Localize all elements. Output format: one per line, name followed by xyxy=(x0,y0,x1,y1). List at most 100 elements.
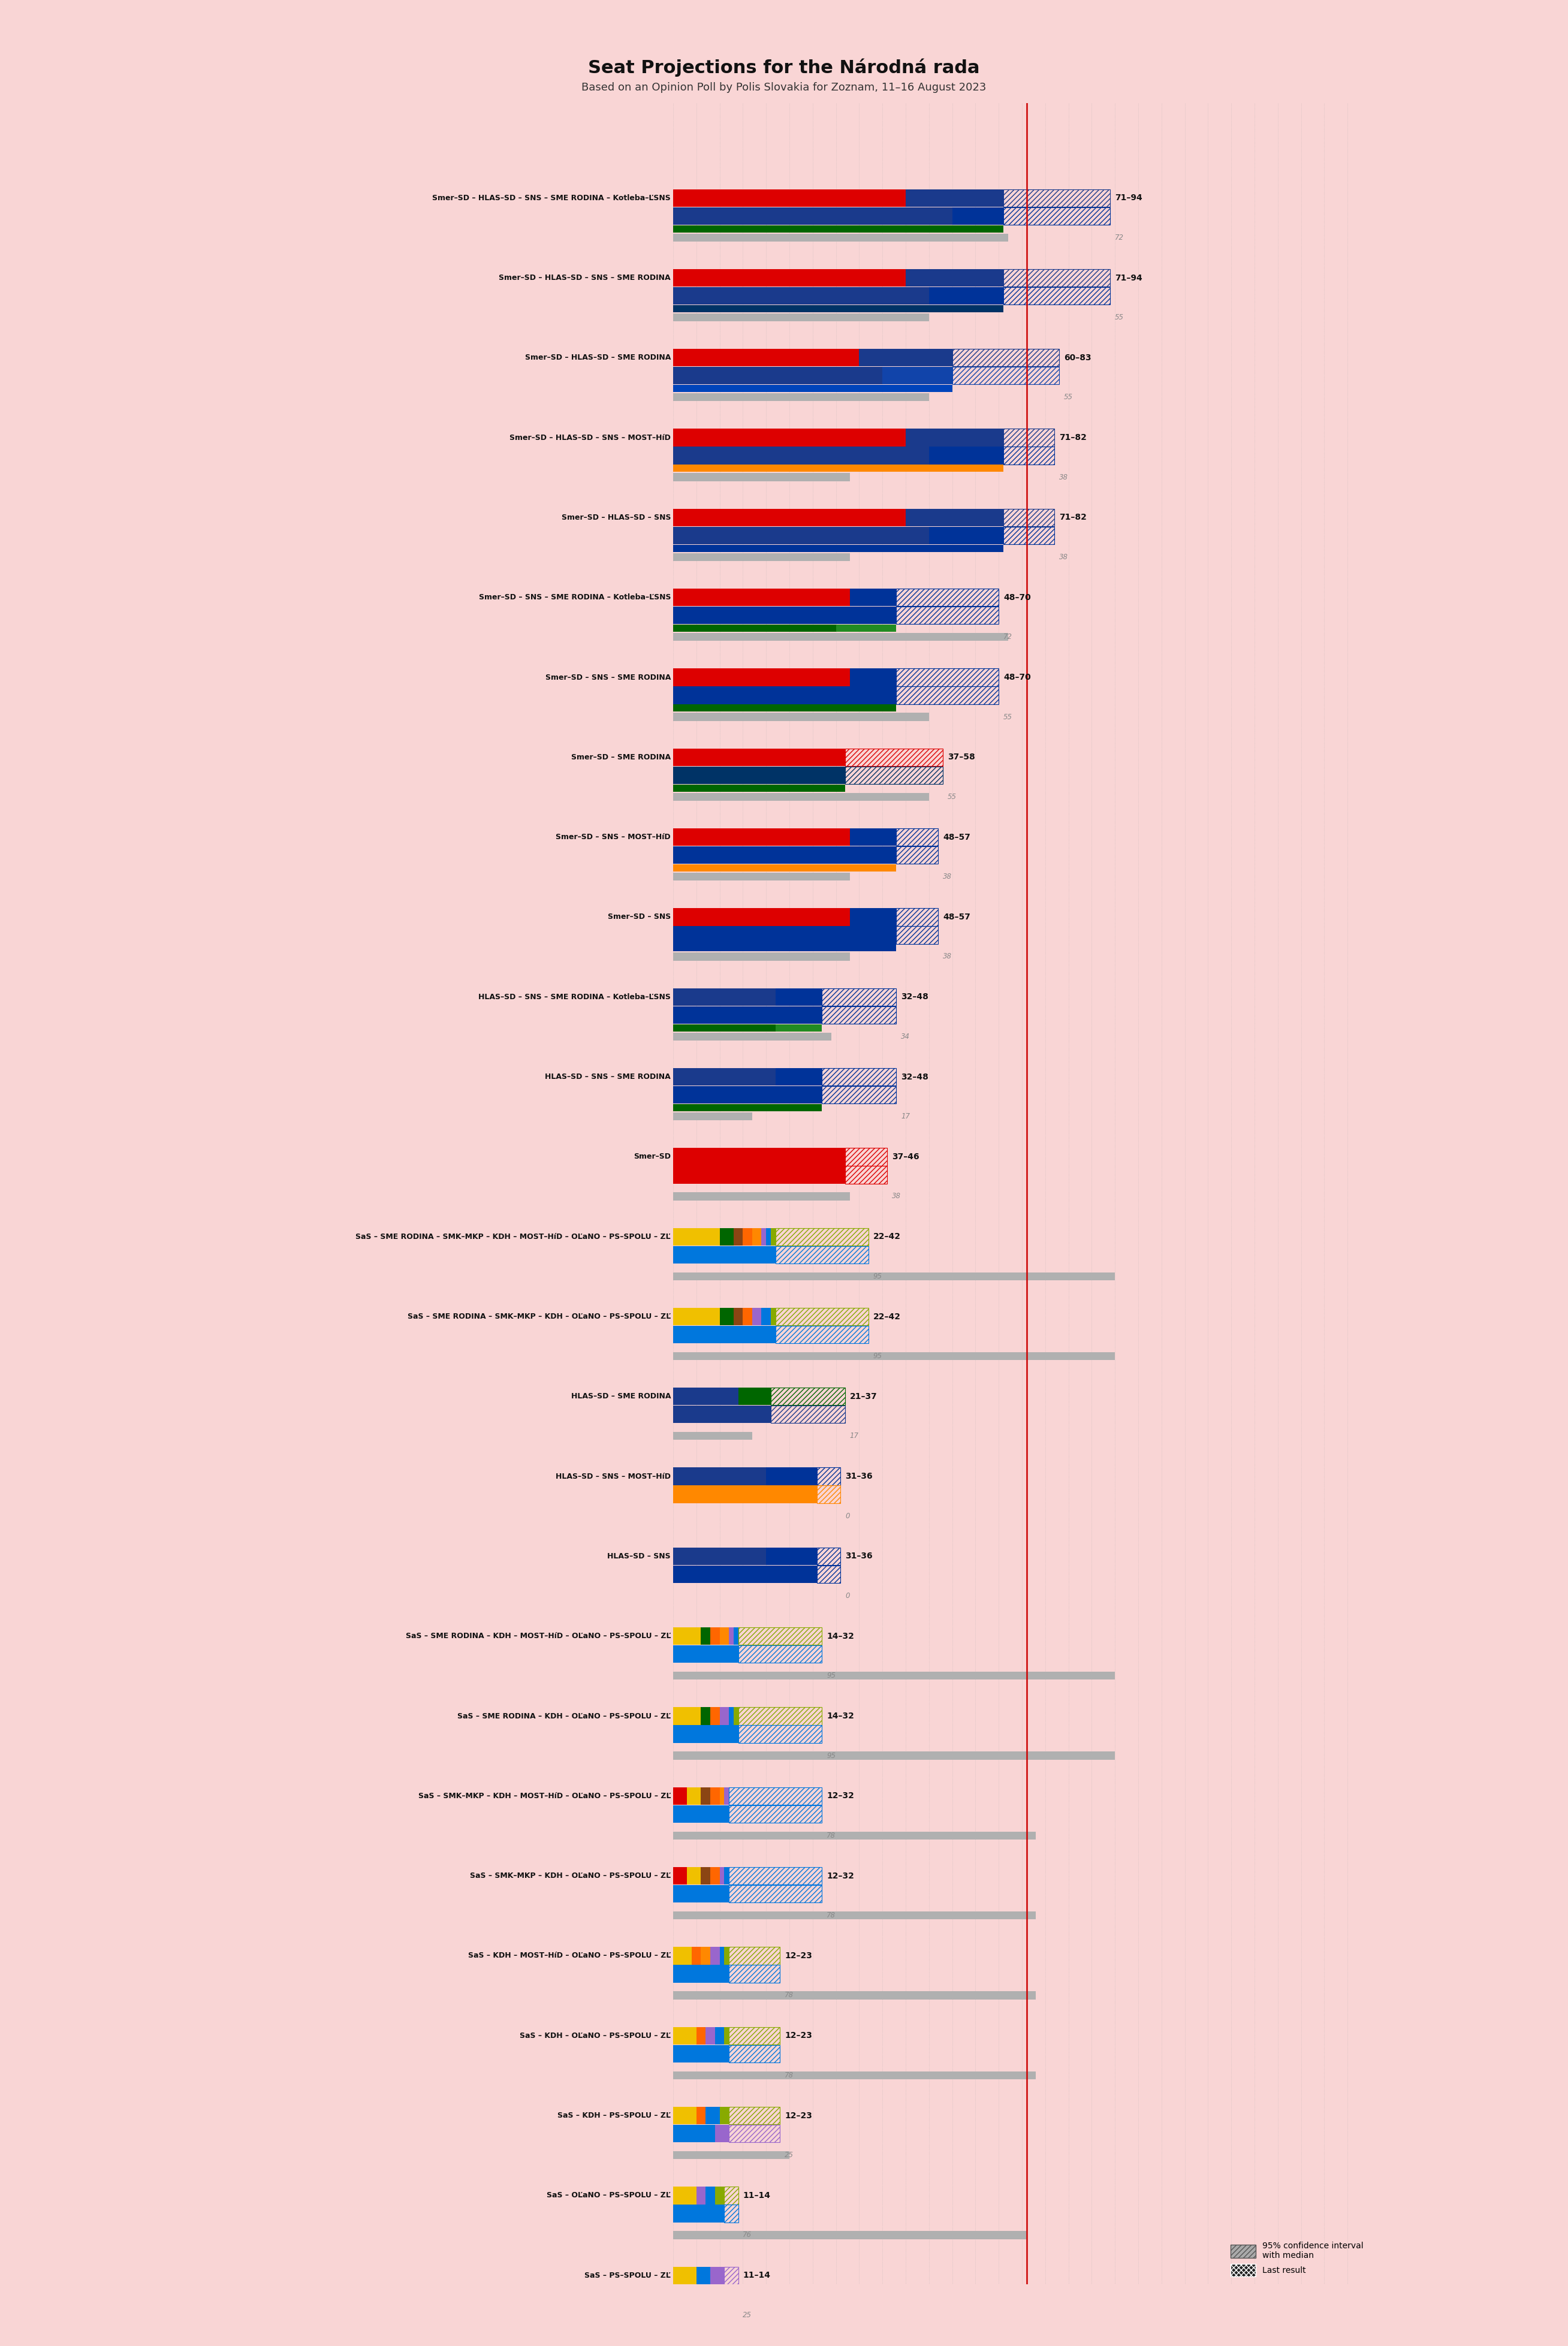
Bar xyxy=(1004,286,1110,305)
Bar xyxy=(673,1867,687,1884)
Text: 21–37: 21–37 xyxy=(850,1391,877,1401)
Bar xyxy=(1004,528,1055,544)
Bar xyxy=(762,1227,767,1246)
Bar xyxy=(673,748,812,767)
Bar xyxy=(673,270,906,286)
Bar xyxy=(845,1147,887,1166)
Bar xyxy=(715,2027,724,2043)
Bar xyxy=(729,1947,779,1964)
Bar xyxy=(822,988,897,1006)
Text: 95: 95 xyxy=(873,1272,883,1281)
Bar xyxy=(673,1006,767,1023)
Text: 38: 38 xyxy=(892,1192,900,1201)
Text: Smer–SD – HLAS–SD – SNS – SME RODINA – Kotleba–ĽSNS: Smer–SD – HLAS–SD – SNS – SME RODINA – K… xyxy=(433,195,671,202)
Bar xyxy=(673,1947,691,1964)
Bar xyxy=(822,1006,897,1023)
Bar xyxy=(1004,446,1055,465)
Text: 12–32: 12–32 xyxy=(826,1792,855,1799)
Bar xyxy=(734,1227,743,1246)
Bar xyxy=(720,1307,734,1325)
Bar xyxy=(673,1166,845,1182)
Bar xyxy=(928,528,1004,544)
Bar xyxy=(673,366,883,385)
Bar xyxy=(817,1485,840,1504)
Bar xyxy=(673,2125,715,2142)
Bar xyxy=(673,608,812,624)
Bar xyxy=(776,988,822,1006)
Bar xyxy=(928,446,1004,465)
Bar xyxy=(673,624,836,631)
Bar xyxy=(1004,446,1055,465)
Bar xyxy=(673,1272,1115,1281)
Bar xyxy=(729,2027,779,2043)
Bar xyxy=(673,1485,817,1504)
Bar xyxy=(729,1628,734,1645)
Bar xyxy=(845,748,942,767)
Bar xyxy=(897,687,999,704)
Bar xyxy=(897,687,999,704)
Bar xyxy=(817,1565,840,1584)
Text: 76: 76 xyxy=(743,2231,751,2238)
Text: HLAS–SD – SNS – SME RODINA – Kotleba–ĽSNS: HLAS–SD – SNS – SME RODINA – Kotleba–ĽSN… xyxy=(478,992,671,1002)
Bar xyxy=(729,1788,822,1804)
Bar xyxy=(897,847,938,863)
Bar xyxy=(673,2027,696,2043)
Bar xyxy=(724,1788,729,1804)
Text: 17: 17 xyxy=(850,1431,859,1440)
Bar xyxy=(776,1246,869,1264)
Text: Smer–SD – SNS – SME RODINA – Kotleba–ĽSNS: Smer–SD – SNS – SME RODINA – Kotleba–ĽSN… xyxy=(478,594,671,601)
Text: 60–83: 60–83 xyxy=(1063,354,1091,361)
Bar xyxy=(673,544,1004,551)
Bar xyxy=(729,1708,734,1724)
Text: 17: 17 xyxy=(902,1112,909,1121)
Bar xyxy=(1004,206,1110,225)
Text: Smer–SD – HLAS–SD – SME RODINA: Smer–SD – HLAS–SD – SME RODINA xyxy=(525,354,671,361)
Text: 72: 72 xyxy=(1004,633,1013,640)
Bar xyxy=(817,1469,840,1485)
Text: SaS – SME RODINA – KDH – OĽaNO – PS–SPOLU – ZĽ: SaS – SME RODINA – KDH – OĽaNO – PS–SPOL… xyxy=(458,1713,671,1720)
Bar xyxy=(720,1788,724,1804)
Bar xyxy=(776,1307,869,1325)
Bar xyxy=(673,225,952,232)
Bar xyxy=(673,350,859,366)
Bar xyxy=(1004,270,1110,286)
Text: 95: 95 xyxy=(826,1752,836,1759)
Bar xyxy=(673,784,845,791)
Bar xyxy=(673,1469,767,1485)
Bar xyxy=(767,1227,771,1246)
Bar xyxy=(729,1966,779,1982)
Bar xyxy=(673,446,928,465)
Bar xyxy=(706,2027,715,2043)
Bar xyxy=(859,350,952,366)
Bar xyxy=(850,669,897,685)
Bar xyxy=(696,2266,710,2285)
Bar xyxy=(729,1804,822,1823)
Bar xyxy=(767,1086,822,1103)
Bar xyxy=(897,828,938,847)
Bar xyxy=(724,1867,729,1884)
Text: Based on an Opinion Poll by Polis Slovakia for Zoznam, 11–16 August 2023: Based on an Opinion Poll by Polis Slovak… xyxy=(582,82,986,94)
Bar xyxy=(822,1086,897,1103)
Bar xyxy=(715,1966,729,1982)
Bar xyxy=(952,350,1058,366)
Bar xyxy=(673,863,897,870)
Bar xyxy=(673,1147,845,1166)
Text: 48–70: 48–70 xyxy=(1004,673,1030,683)
Bar xyxy=(720,1724,739,1743)
Bar xyxy=(952,366,1058,385)
Bar xyxy=(720,2107,729,2125)
Text: 37–46: 37–46 xyxy=(892,1152,919,1161)
Bar xyxy=(897,927,938,943)
Bar xyxy=(673,314,928,321)
Bar xyxy=(673,847,812,863)
Bar xyxy=(673,1752,1115,1759)
Bar xyxy=(673,713,928,720)
Bar xyxy=(836,624,897,631)
Text: 55: 55 xyxy=(1115,314,1124,321)
Bar xyxy=(673,669,850,685)
Bar xyxy=(906,509,1004,526)
Bar xyxy=(822,1006,897,1023)
Text: 38: 38 xyxy=(1058,474,1068,481)
Bar xyxy=(822,1067,897,1086)
Bar xyxy=(724,2266,739,2285)
